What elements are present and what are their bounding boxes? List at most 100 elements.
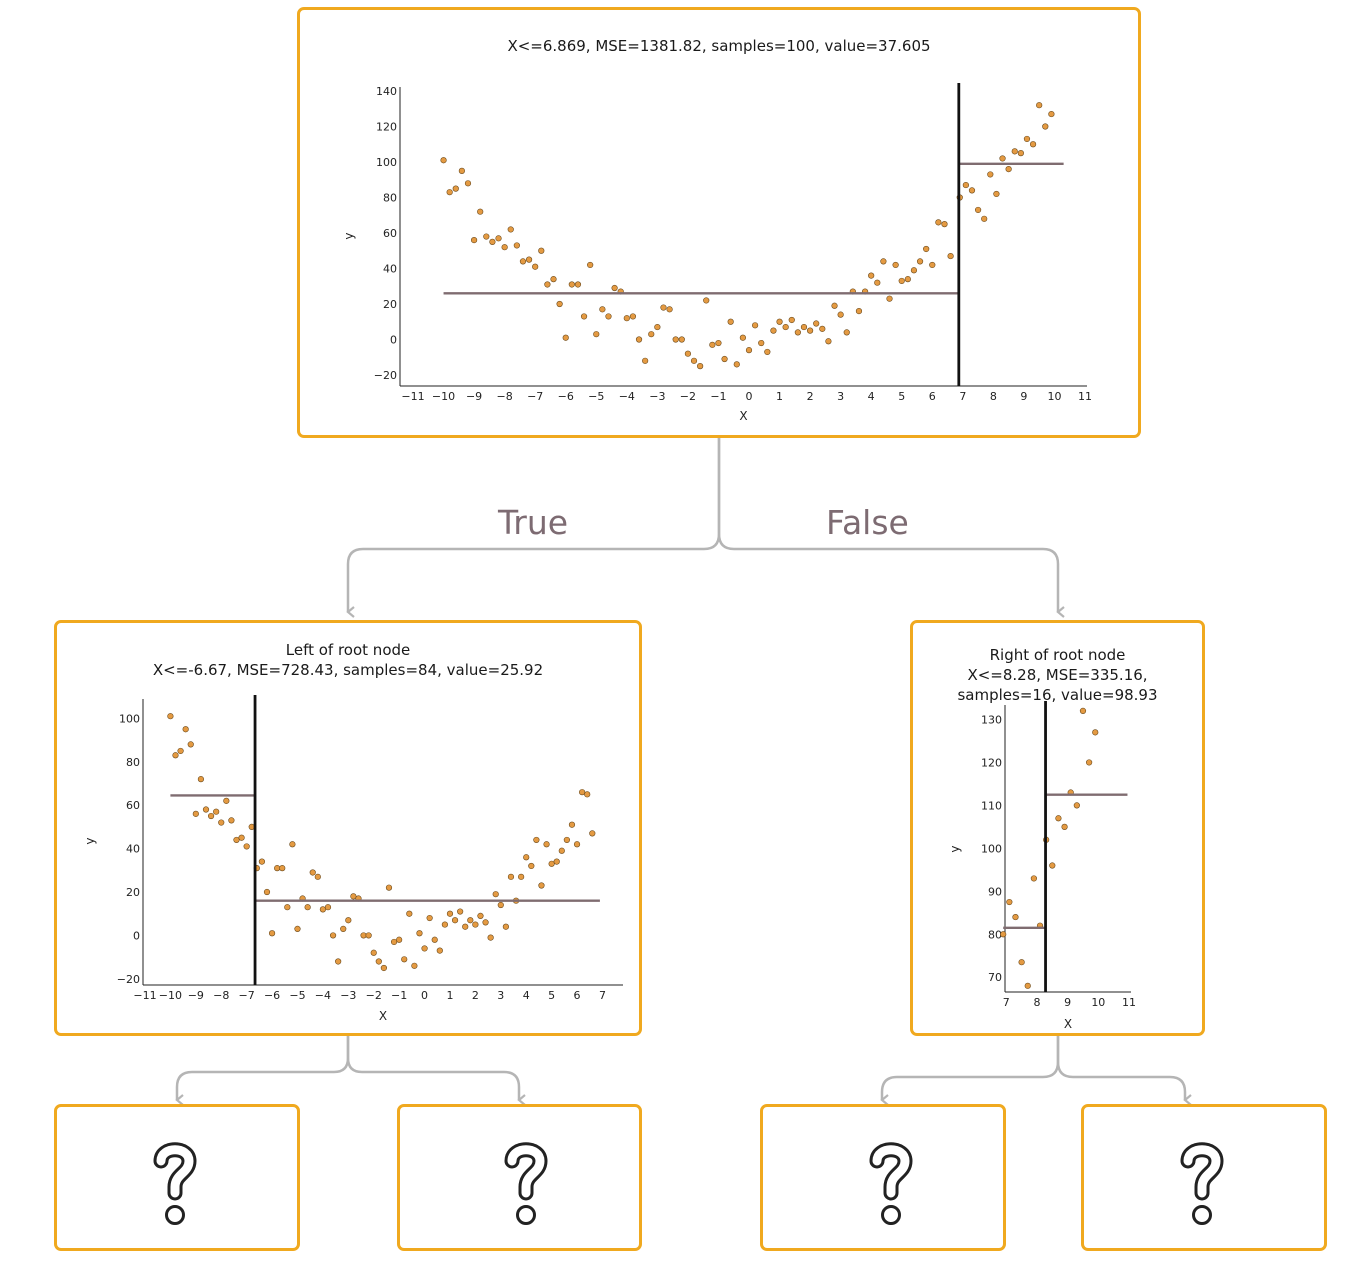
right-x-tick-label: 8 bbox=[1033, 996, 1040, 1009]
root-data-point bbox=[758, 339, 765, 347]
left-data-point bbox=[396, 936, 403, 943]
left-data-point bbox=[548, 860, 555, 867]
left-y-axis-label: y bbox=[83, 837, 97, 844]
right-x-axis-label: X bbox=[1064, 1017, 1072, 1031]
root-x-tick-label: −6 bbox=[558, 390, 574, 403]
left-data-point bbox=[294, 925, 301, 933]
edge-label-true: True bbox=[498, 503, 569, 542]
left-data-point bbox=[492, 891, 499, 898]
right-data-point bbox=[1018, 959, 1025, 966]
left-data-point bbox=[284, 904, 291, 911]
root-x-tick-label: −10 bbox=[432, 390, 455, 403]
root-x-tick-label: −11 bbox=[401, 390, 424, 403]
root-y-tick-label: 20 bbox=[383, 298, 397, 311]
root-data-point bbox=[635, 336, 643, 343]
left-y-tick-label: −20 bbox=[117, 973, 140, 986]
root-data-point bbox=[935, 219, 942, 226]
left-y-tick-label: 80 bbox=[126, 756, 140, 769]
right-y-tick-label: 90 bbox=[988, 885, 1002, 898]
root-data-point bbox=[501, 244, 508, 251]
left-data-point bbox=[268, 930, 276, 937]
right-y-tick-label: 70 bbox=[988, 971, 1002, 984]
left-data-point bbox=[187, 741, 194, 748]
left-x-tick-label: −5 bbox=[289, 989, 305, 1002]
right-data-point bbox=[1030, 875, 1037, 882]
edge-root-false bbox=[717, 437, 1065, 618]
right-node: Right of root node X<=8.28, MSE=335.16, … bbox=[910, 620, 1205, 1036]
root-data-point bbox=[690, 357, 698, 364]
left-x-tick-label: 6 bbox=[574, 989, 581, 1002]
left-x-tick-label: −7 bbox=[239, 989, 255, 1002]
right-data-point bbox=[1006, 898, 1013, 906]
leaf-node-1 bbox=[54, 1104, 300, 1251]
left-data-point bbox=[233, 836, 240, 844]
root-data-point bbox=[868, 272, 875, 279]
root-data-point bbox=[831, 302, 838, 309]
root-data-point bbox=[916, 258, 924, 265]
root-data-point bbox=[580, 313, 588, 320]
root-data-point bbox=[1017, 150, 1024, 157]
edge-right-a bbox=[880, 1035, 1060, 1106]
root-data-point bbox=[495, 235, 502, 242]
root-data-point bbox=[599, 306, 606, 313]
left-data-point bbox=[370, 949, 377, 956]
root-data-point bbox=[923, 245, 930, 253]
left-data-point bbox=[243, 843, 250, 850]
root-data-point bbox=[538, 247, 545, 254]
left-x-tick-label: 3 bbox=[497, 989, 504, 1002]
root-x-tick-label: 3 bbox=[837, 390, 844, 403]
left-data-point bbox=[207, 812, 215, 820]
root-data-point bbox=[464, 180, 472, 187]
root-data-point bbox=[697, 363, 704, 370]
root-data-point bbox=[703, 297, 710, 304]
right-y-tick-label: 80 bbox=[988, 928, 1002, 941]
left-data-point bbox=[563, 836, 570, 844]
root-data-point bbox=[733, 361, 740, 368]
root-data-point bbox=[593, 331, 600, 338]
root-node-title: X<=6.869, MSE=1381.82, samples=100, valu… bbox=[507, 37, 931, 55]
right-x-tick-label: 7 bbox=[1003, 996, 1010, 1009]
root-y-tick-label: 60 bbox=[383, 227, 397, 240]
root-data-point bbox=[440, 157, 447, 164]
root-data-point bbox=[752, 322, 759, 329]
root-data-point bbox=[843, 329, 850, 336]
left-data-point bbox=[340, 925, 347, 933]
left-data-point bbox=[263, 888, 271, 896]
root-data-point bbox=[837, 311, 844, 318]
question-icon bbox=[153, 1142, 197, 1225]
left-data-point bbox=[365, 932, 372, 939]
left-data-point bbox=[451, 917, 459, 924]
root-data-point bbox=[874, 279, 881, 286]
left-data-point bbox=[258, 858, 266, 865]
root-x-tick-label: 5 bbox=[898, 390, 905, 403]
root-y-axis-label: y bbox=[342, 232, 356, 239]
root-data-point bbox=[1011, 148, 1018, 155]
question-icon bbox=[1180, 1142, 1224, 1225]
left-data-point bbox=[518, 873, 525, 880]
left-data-point bbox=[319, 906, 327, 913]
root-data-point bbox=[886, 295, 893, 302]
left-x-tick-label: −10 bbox=[159, 989, 182, 1002]
left-scatter-plot: −11 −10 −9 −8 −7 −6 −5 −4 −3 −2 −1 0 1 2 3 4 5 6 7−2002040… bbox=[83, 695, 623, 1023]
left-data-point bbox=[441, 921, 448, 928]
left-data-point bbox=[360, 932, 367, 939]
root-data-point bbox=[999, 155, 1006, 162]
edge-right-b bbox=[1056, 1035, 1192, 1106]
left-data-point bbox=[279, 865, 286, 872]
root-data-point bbox=[788, 316, 795, 324]
root-data-point bbox=[519, 258, 527, 265]
right-data-point bbox=[1073, 802, 1080, 809]
right-data-point bbox=[1000, 931, 1007, 938]
root-y-tick-label: 80 bbox=[383, 192, 397, 205]
right-y-tick-label: 130 bbox=[981, 713, 1002, 726]
root-data-point bbox=[678, 336, 685, 343]
root-data-point bbox=[1029, 141, 1037, 148]
root-data-point bbox=[727, 318, 734, 325]
left-data-point bbox=[584, 791, 591, 798]
right-x-tick-label: 9 bbox=[1064, 996, 1071, 1009]
left-data-point bbox=[202, 806, 210, 813]
root-y-tick-label: 0 bbox=[390, 334, 397, 347]
left-data-point bbox=[487, 934, 494, 941]
question-icon bbox=[504, 1142, 548, 1225]
right-y-tick-label: 100 bbox=[981, 842, 1002, 855]
